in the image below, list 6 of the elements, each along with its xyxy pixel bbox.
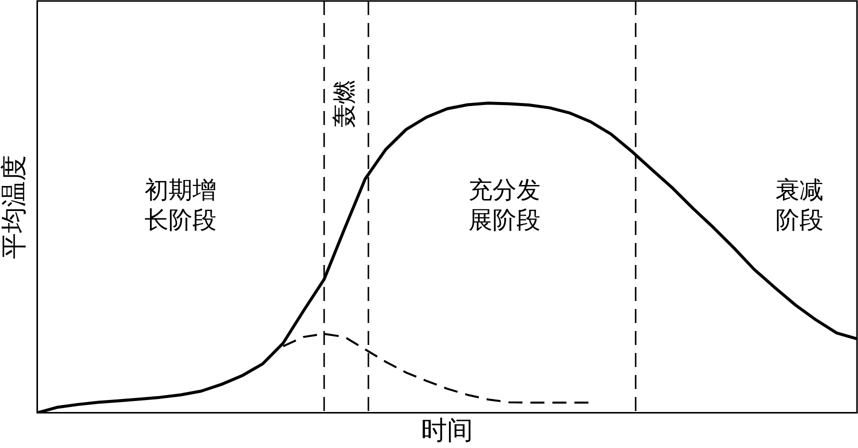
annotation: 充分发展阶段 <box>468 176 540 234</box>
y-axis-title: 平均温度 <box>0 154 30 259</box>
annotation: 轰燃 <box>330 80 358 128</box>
annotation: 衰减阶段 <box>776 176 824 234</box>
annotation: 初期增长阶段 <box>144 176 217 234</box>
x-axis-title: 时间 <box>421 416 474 446</box>
